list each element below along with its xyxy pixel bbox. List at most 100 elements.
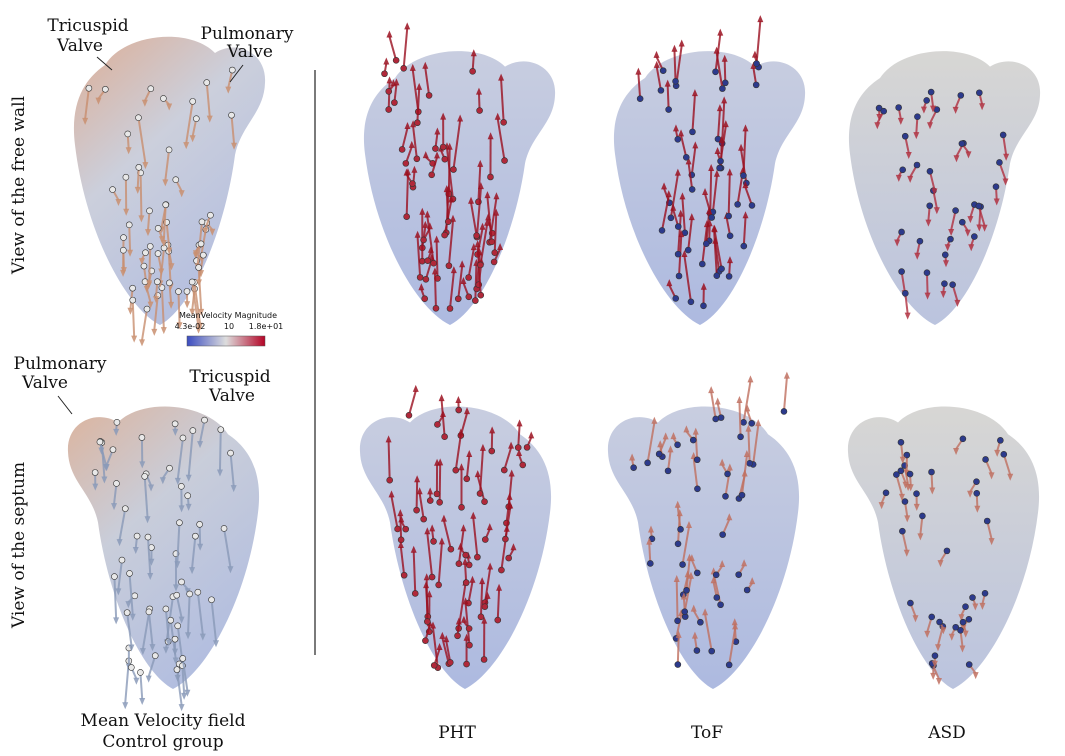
probe-point [193,115,200,122]
velocity-arrow [977,205,986,226]
arrow-head [390,79,397,87]
arrow-head [931,660,938,668]
arrow-head [954,299,961,307]
arrow-head [162,179,169,187]
probe-point [724,470,731,478]
velocity-arrow [479,449,484,494]
probe-point [708,647,716,655]
velocity-arrow [479,224,489,266]
annotation-pointer [229,64,244,83]
arrow-head [122,702,129,710]
arrow-head [460,615,467,623]
velocity-arrow [454,434,462,471]
probe-point [957,92,965,99]
arrow-head [227,566,234,574]
arrow-head [181,692,188,700]
arrow-head [231,142,238,150]
arrow-head [897,117,904,125]
probe-point [447,545,455,553]
velocity-arrow [425,579,429,622]
arrow-head [450,266,457,274]
arrow-head [988,472,995,480]
probe-point [183,288,191,295]
probe-point [975,202,983,210]
arrow-head [895,174,902,182]
arrow-head [486,523,493,531]
arrow-head [438,394,445,402]
arrow-head [479,577,486,585]
arrow-head [647,525,654,533]
probe-point [882,489,890,497]
arrow-head [898,493,905,501]
arrow-head [993,198,1000,206]
arrow-head [92,483,99,491]
arrow-head [116,539,123,547]
probe-point [154,250,162,257]
velocity-arrow [472,517,479,558]
arrow-head [964,229,971,237]
probe-point [688,186,696,193]
arrow-head [464,407,471,415]
velocity-arrow [715,52,724,89]
probe-point [667,214,675,222]
arrow-head [974,505,981,513]
probe-point [717,157,724,165]
velocity-arrow [117,559,123,590]
velocity-arrow [637,73,642,99]
probe-point [491,249,499,256]
arrow-head [132,547,139,555]
probe-point [500,118,507,126]
velocity-arrow [685,559,691,591]
probe-point [997,437,1004,444]
arrow-head [146,280,153,288]
probe-point [973,478,980,485]
velocity-arrow [505,498,511,524]
probe-point [717,601,724,609]
probe-point [203,79,211,86]
probe-point [976,89,983,97]
arrow-head [708,386,715,394]
arrow-head [166,103,173,111]
probe-point [208,596,215,604]
velocity-arrow [164,608,170,641]
arrow-head [967,490,974,498]
arrow-head [959,645,966,653]
probe-point [899,166,906,174]
probe-point [217,426,225,433]
probe-point [167,616,174,624]
arrow-head [139,461,146,469]
velocity-arrow [442,520,452,550]
probe-point [413,506,420,514]
arrow-head [144,229,151,237]
probe-point [420,236,427,244]
arrow-head [165,639,172,647]
probe-point [687,298,695,306]
velocity-glyphs [82,15,1014,712]
probe-point [746,460,753,467]
probe-point [179,434,187,442]
probe-point [144,533,152,541]
probe-point [683,586,690,594]
velocity-arrow [704,193,713,218]
arrow-head [745,424,752,432]
arrow-head [172,648,179,656]
caption: ASD [927,723,966,743]
velocity-arrow [148,246,152,282]
probe-point [703,240,710,247]
probe-point [1000,451,1008,458]
arrow-head [721,96,728,104]
probe-point [111,573,118,580]
arrow-head [422,220,429,228]
probe-point [725,212,732,220]
colorbar-label: 4.3e-02 [175,322,206,331]
probe-point [445,262,453,270]
probe-point [913,490,920,497]
velocity-arrow [470,202,478,236]
velocity-arrow [113,576,118,619]
probe-point [780,408,788,415]
arrow-head [481,616,488,624]
probe-point [452,466,460,474]
probe-point [227,449,234,457]
probe-point [734,201,741,208]
arrow-head [979,103,986,111]
